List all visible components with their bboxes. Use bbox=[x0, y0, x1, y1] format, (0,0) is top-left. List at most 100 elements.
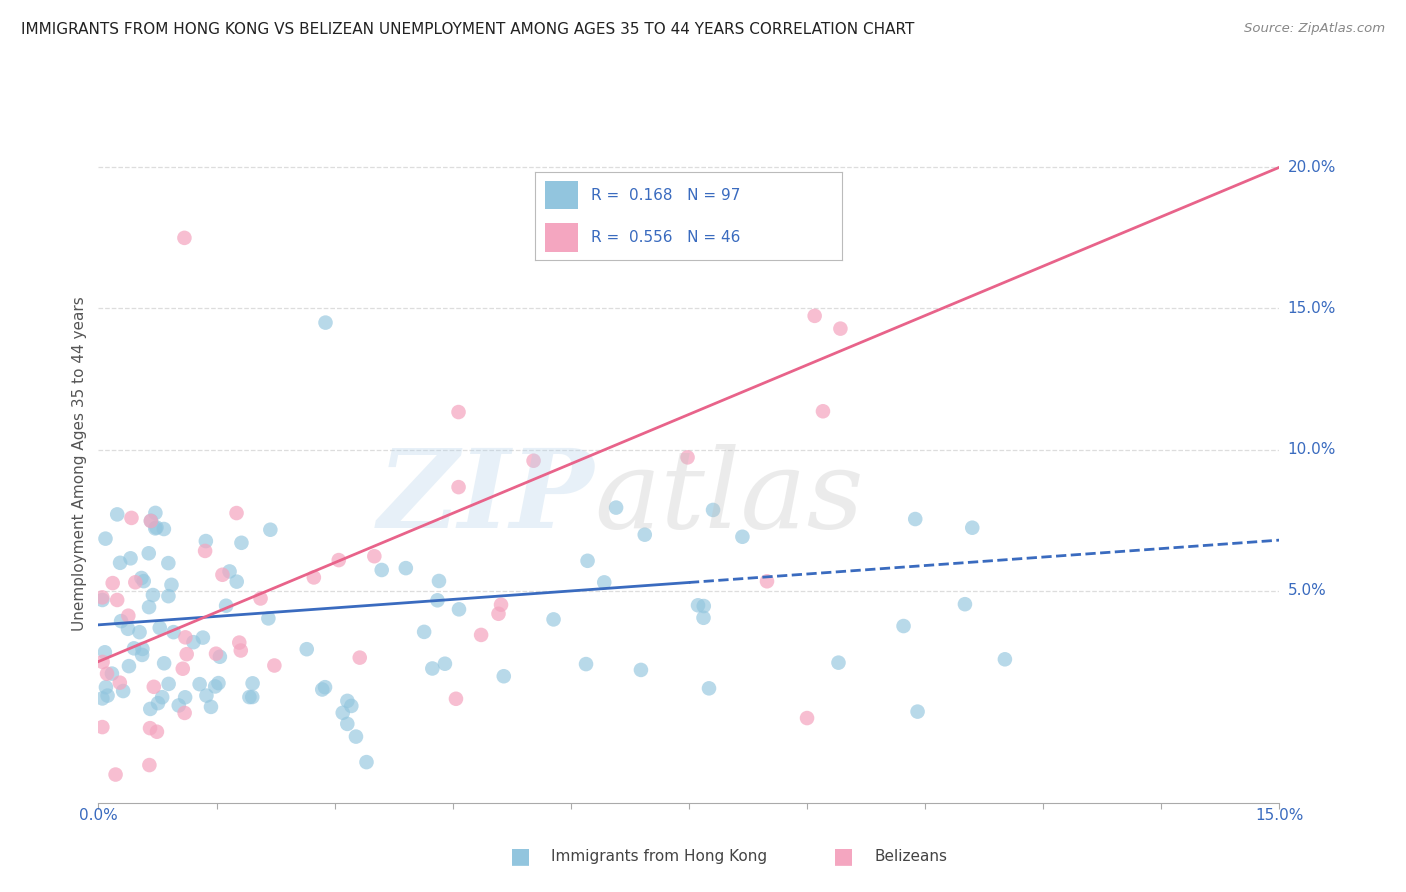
Point bbox=[183, 635, 205, 649]
Text: 0.0%: 0.0% bbox=[79, 808, 118, 823]
Point bbox=[211, 567, 233, 582]
Point bbox=[131, 648, 153, 662]
Point bbox=[101, 576, 124, 591]
Text: atlas: atlas bbox=[595, 444, 865, 551]
Point bbox=[336, 694, 359, 708]
Point bbox=[108, 556, 131, 570]
Point bbox=[91, 720, 114, 734]
Point bbox=[470, 628, 492, 642]
Point bbox=[104, 767, 127, 781]
Point bbox=[188, 677, 211, 691]
Point bbox=[328, 553, 350, 567]
Text: 20.0%: 20.0% bbox=[1288, 160, 1336, 175]
Text: IMMIGRANTS FROM HONG KONG VS BELIZEAN UNEMPLOYMENT AMONG AGES 35 TO 44 YEARS COR: IMMIGRANTS FROM HONG KONG VS BELIZEAN UN… bbox=[21, 22, 914, 37]
Point bbox=[697, 681, 720, 696]
Point bbox=[314, 680, 336, 694]
Point bbox=[131, 571, 153, 585]
Point bbox=[295, 642, 318, 657]
Point bbox=[149, 621, 172, 635]
Text: 15.0%: 15.0% bbox=[1256, 808, 1303, 823]
Point bbox=[146, 724, 169, 739]
Point bbox=[132, 574, 155, 589]
Point bbox=[173, 231, 195, 245]
Point bbox=[576, 554, 599, 568]
Point bbox=[413, 624, 436, 639]
Point bbox=[118, 659, 141, 673]
Point bbox=[756, 574, 779, 589]
Point bbox=[263, 658, 285, 673]
Text: ZIP: ZIP bbox=[378, 444, 595, 551]
Point bbox=[395, 561, 418, 575]
Point bbox=[238, 690, 260, 704]
Point bbox=[94, 532, 117, 546]
Point bbox=[157, 556, 180, 570]
Point bbox=[492, 669, 515, 683]
Point bbox=[101, 666, 124, 681]
Point bbox=[426, 593, 449, 607]
Point bbox=[153, 522, 176, 536]
Point bbox=[575, 657, 598, 671]
Point bbox=[174, 690, 197, 705]
Point bbox=[522, 453, 544, 467]
Point bbox=[112, 684, 135, 698]
Point bbox=[349, 650, 371, 665]
Point bbox=[138, 546, 160, 560]
Point bbox=[105, 508, 128, 522]
Point bbox=[91, 591, 114, 605]
Point bbox=[142, 680, 165, 694]
Point bbox=[122, 641, 145, 656]
Point bbox=[593, 575, 616, 590]
Point bbox=[731, 530, 754, 544]
Point bbox=[692, 611, 714, 625]
Point bbox=[803, 309, 825, 323]
Point bbox=[215, 599, 238, 613]
Point bbox=[173, 706, 195, 720]
Point bbox=[702, 503, 724, 517]
Text: ■: ■ bbox=[510, 847, 530, 866]
Point bbox=[139, 721, 162, 735]
Point bbox=[488, 607, 510, 621]
Point bbox=[207, 676, 229, 690]
Point bbox=[676, 450, 699, 465]
Point bbox=[242, 676, 264, 690]
Point bbox=[340, 698, 363, 713]
Point bbox=[489, 598, 512, 612]
Point bbox=[302, 570, 325, 584]
Point bbox=[229, 643, 252, 657]
Point bbox=[811, 404, 834, 418]
Point bbox=[344, 730, 367, 744]
Point bbox=[686, 599, 709, 613]
Point bbox=[105, 593, 128, 607]
Point bbox=[94, 680, 117, 694]
Point bbox=[157, 677, 180, 691]
Point bbox=[128, 625, 150, 640]
Text: Belizeans: Belizeans bbox=[875, 849, 948, 863]
Point bbox=[117, 608, 139, 623]
Point bbox=[143, 521, 166, 535]
Point bbox=[336, 717, 359, 731]
Point bbox=[630, 663, 652, 677]
Point bbox=[194, 534, 217, 549]
Text: Source: ZipAtlas.com: Source: ZipAtlas.com bbox=[1244, 22, 1385, 36]
Point bbox=[907, 705, 929, 719]
Point bbox=[172, 662, 194, 676]
Point bbox=[124, 575, 146, 590]
Point bbox=[433, 657, 456, 671]
Point bbox=[257, 611, 280, 625]
Text: Immigrants from Hong Kong: Immigrants from Hong Kong bbox=[551, 849, 768, 863]
Point bbox=[259, 523, 281, 537]
Point bbox=[138, 600, 160, 615]
Point bbox=[117, 622, 139, 636]
Point bbox=[160, 578, 183, 592]
Point bbox=[447, 602, 470, 616]
Point bbox=[110, 614, 132, 628]
Point bbox=[249, 591, 271, 606]
Point bbox=[91, 593, 114, 607]
Point bbox=[543, 612, 565, 626]
Point bbox=[200, 699, 222, 714]
Point bbox=[904, 512, 927, 526]
Point bbox=[153, 657, 176, 671]
Point bbox=[240, 690, 263, 704]
Point bbox=[447, 405, 470, 419]
Point bbox=[174, 631, 197, 645]
